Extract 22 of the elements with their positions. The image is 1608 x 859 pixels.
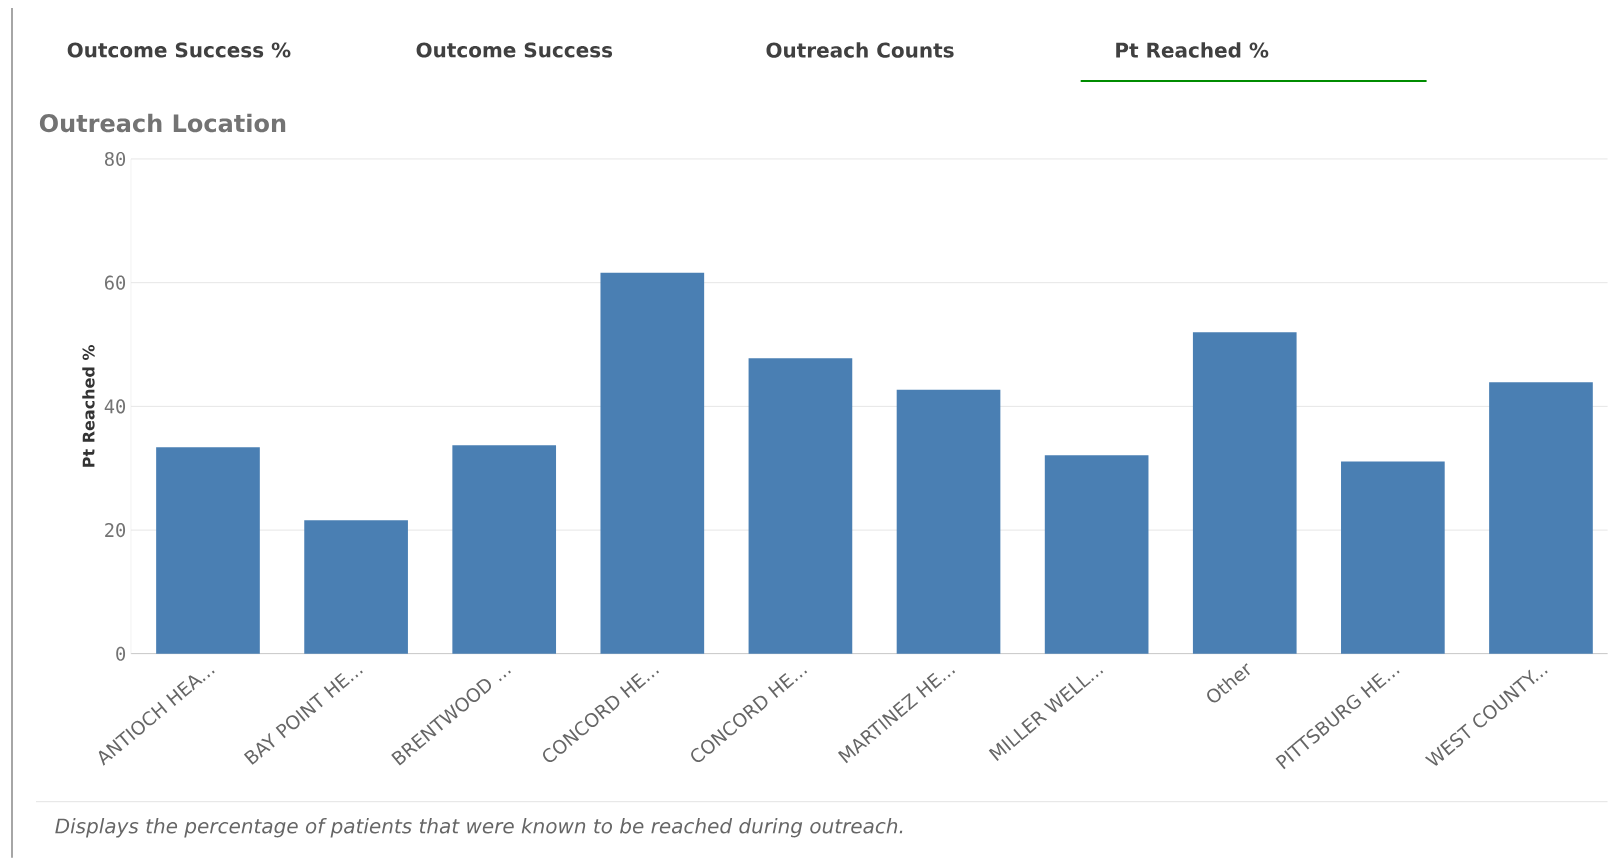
text: Outcome Success	[416, 42, 613, 58]
text: Displays the percentage of patients that were known to be reached during outreach.	[55, 818, 903, 838]
bar	[896, 389, 1001, 654]
text: Outcome Success %	[67, 42, 291, 58]
y-tick-label: 60	[105, 275, 126, 290]
y-tick-label: 0	[116, 646, 126, 661]
bar	[304, 520, 408, 654]
y-tick-label: 20	[105, 523, 126, 538]
text: Outreach Counts	[766, 42, 954, 58]
bar	[748, 358, 853, 654]
chart-title: Outreach Location	[39, 113, 286, 133]
bar	[1192, 332, 1297, 654]
text: Pt Reached %	[1116, 42, 1269, 58]
bar	[1489, 382, 1593, 654]
bar	[452, 445, 557, 654]
y-tick-label: 40	[104, 399, 126, 414]
y-axis-title: Pt Reached %	[82, 345, 95, 467]
bar	[1044, 455, 1149, 654]
y-tick-label: 80	[104, 152, 126, 167]
bar	[1341, 461, 1445, 654]
bar	[156, 447, 260, 654]
bar	[600, 272, 705, 654]
